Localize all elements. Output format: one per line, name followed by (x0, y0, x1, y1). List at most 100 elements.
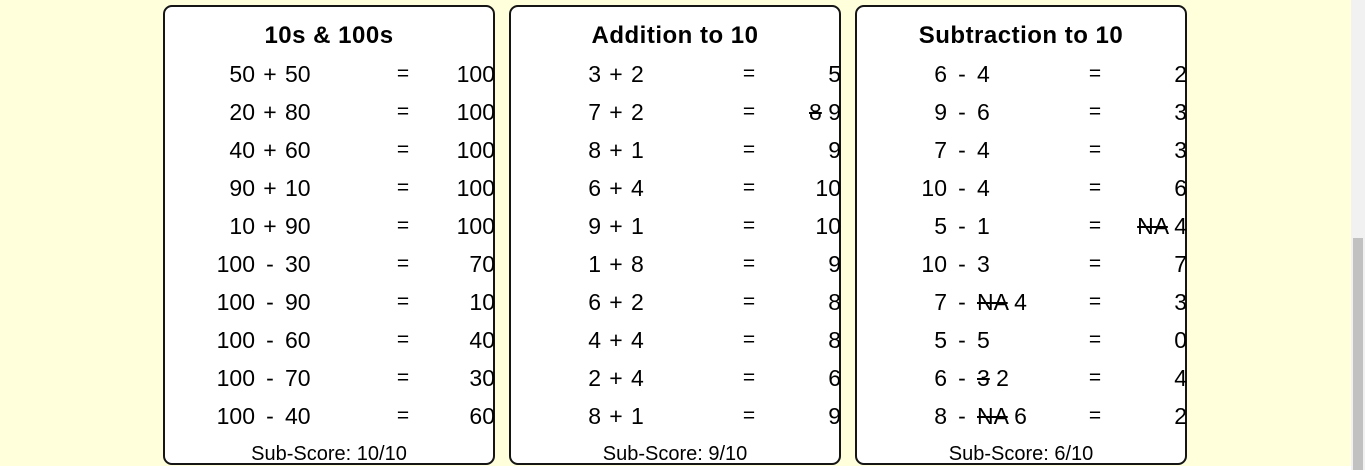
operand-b: 5 (977, 326, 990, 353)
operand-b: 10 (285, 174, 311, 201)
equation-list: 3 +2 = 5 7 +2 = 8 9 8 +1 = 9 6 +4 = 10 9 +1 = 10 1 +8 = 9 6 +2 = 8 4… (511, 55, 841, 435)
operand-a: 10 (229, 212, 255, 239)
equation-row: 10-4 = 6 (857, 169, 1187, 207)
operator: + (263, 136, 277, 163)
operator: + (609, 288, 623, 315)
equation-row: 5-1 = NA 4 (857, 207, 1187, 245)
answer: 70 (469, 250, 495, 277)
scrollbar-thumb[interactable] (1353, 238, 1363, 470)
equation-row: 6-3 2 = 4 (857, 359, 1187, 397)
equals-sign: = (1088, 252, 1102, 275)
operand-b: NA 6 (977, 402, 1027, 429)
answer: 8 9 (809, 98, 841, 125)
operand-a: 10 (921, 250, 947, 277)
equation-row: 1 +8 = 9 (511, 245, 841, 283)
equation-row: 40 +60 = 100 (165, 131, 495, 169)
equals-sign: = (742, 138, 756, 161)
operand-a: 4 (588, 326, 601, 353)
crossed-out-value: NA (977, 288, 1008, 315)
operand-a: 8 (934, 402, 947, 429)
answer: 8 (828, 288, 841, 315)
equals-sign: = (1088, 214, 1102, 237)
operator: - (266, 288, 274, 315)
operand-a: 90 (229, 174, 255, 201)
operator: + (263, 212, 277, 239)
equals-sign: = (396, 214, 410, 237)
worksheet-panel: Subtraction to 10 6-4 = 2 9-6 = 3 7-4 = 3 10-4 = 6 5-… (855, 5, 1187, 465)
vertical-scrollbar-track[interactable] (1351, 0, 1365, 470)
equals-sign: = (396, 290, 410, 313)
worksheet-panel: Addition to 10 3 +2 = 5 7 +2 = 8 9 8 +1 = 9 6 +4 = 10 9 +1… (509, 5, 841, 465)
equals-sign: = (1088, 62, 1102, 85)
operand-b: 8 (631, 250, 644, 277)
operand-b: 1 (631, 212, 644, 239)
answer: NA 4 (1137, 212, 1187, 239)
operator: - (958, 174, 966, 201)
operand-b: 90 (285, 212, 311, 239)
equals-sign: = (742, 214, 756, 237)
answer: 3 (1174, 98, 1187, 125)
operator: - (958, 250, 966, 277)
operand-b: 60 (285, 326, 311, 353)
operator: - (958, 212, 966, 239)
equals-sign: = (742, 252, 756, 275)
equals-sign: = (396, 404, 410, 427)
crossed-out-value: NA (1137, 212, 1168, 239)
answer: 3 (1174, 136, 1187, 163)
equals-sign: = (742, 404, 756, 427)
operand-b: 4 (631, 174, 644, 201)
operator: + (263, 60, 277, 87)
operand-b: 40 (285, 402, 311, 429)
equals-sign: = (396, 138, 410, 161)
answer: 4 (1174, 364, 1187, 391)
equals-sign: = (1088, 404, 1102, 427)
answer: 100 (456, 136, 495, 163)
answer: 7 (1174, 250, 1187, 277)
worksheet-panel: 10s & 100s 50 +50 = 100 20 +80 = 100 40 +60 = 100 90 +… (163, 5, 495, 465)
operand-b: 4 (977, 60, 990, 87)
equals-sign: = (396, 100, 410, 123)
operand-a: 5 (934, 326, 947, 353)
equals-sign: = (742, 290, 756, 313)
answer: 60 (469, 402, 495, 429)
equation-row: 100-60 = 40 (165, 321, 495, 359)
answer: 9 (828, 136, 841, 163)
operand-b: 50 (285, 60, 311, 87)
operand-a: 100 (216, 250, 255, 277)
equals-sign: = (396, 366, 410, 389)
equation-row: 100-40 = 60 (165, 397, 495, 435)
equals-sign: = (742, 62, 756, 85)
operand-a: 3 (588, 60, 601, 87)
equation-row: 6 +2 = 8 (511, 283, 841, 321)
operand-b: 4 (631, 326, 644, 353)
operand-a: 100 (216, 326, 255, 353)
equation-row: 6 +4 = 10 (511, 169, 841, 207)
operand-b: 2 (631, 288, 644, 315)
equation-row: 9-6 = 3 (857, 93, 1187, 131)
equation-row: 7 +2 = 8 9 (511, 93, 841, 131)
answer: 3 (1174, 288, 1187, 315)
operand-a: 6 (588, 174, 601, 201)
operand-b: 90 (285, 288, 311, 315)
answer: 2 (1174, 402, 1187, 429)
operand-b: 2 (631, 98, 644, 125)
equals-sign: = (396, 176, 410, 199)
operand-b: 3 2 (977, 364, 1009, 391)
operand-b: 4 (977, 174, 990, 201)
equation-row: 3 +2 = 5 (511, 55, 841, 93)
operand-a: 8 (588, 402, 601, 429)
operand-a: 5 (934, 212, 947, 239)
equation-row: 100-70 = 30 (165, 359, 495, 397)
answer: 100 (456, 212, 495, 239)
operator: + (609, 212, 623, 239)
equation-row: 2 +4 = 6 (511, 359, 841, 397)
equals-sign: = (742, 100, 756, 123)
answer: 100 (456, 174, 495, 201)
operand-a: 20 (229, 98, 255, 125)
operator: - (266, 402, 274, 429)
operator: + (609, 326, 623, 353)
answer: 6 (1174, 174, 1187, 201)
operand-a: 7 (588, 98, 601, 125)
equation-row: 10 +90 = 100 (165, 207, 495, 245)
operand-b: 1 (977, 212, 990, 239)
